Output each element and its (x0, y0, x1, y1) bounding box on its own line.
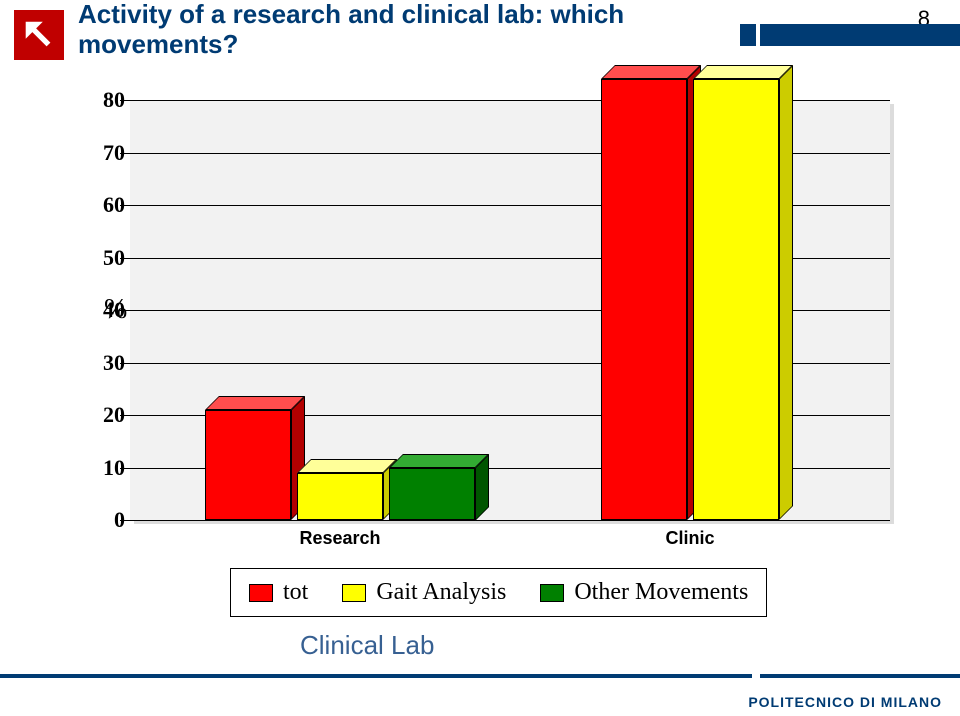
ytick-label: 50 (75, 245, 125, 271)
ytick-mark (120, 153, 130, 154)
legend: tot Gait Analysis Other Movements (230, 568, 767, 617)
bar (693, 65, 793, 520)
bar (297, 459, 397, 520)
ytick-label: 70 (75, 140, 125, 166)
ytick-mark (120, 520, 130, 521)
ytick-label: 60 (75, 192, 125, 218)
bar (389, 454, 489, 521)
legend-swatch (342, 584, 366, 602)
ytick-mark (120, 415, 130, 416)
footer-bar (0, 674, 960, 678)
footer-logo: POLITECNICO DI MILANO (748, 694, 942, 710)
ytick-label: 10 (75, 455, 125, 481)
legend-item: tot (249, 579, 308, 606)
legend-item: Other Movements (540, 579, 748, 606)
ytick-mark (120, 205, 130, 206)
x-axis-label: Clinic (630, 528, 750, 549)
slide-title: Activity of a research and clinical lab:… (78, 0, 624, 60)
plot-area (130, 100, 890, 520)
title-line-2: movements? (78, 29, 238, 59)
bar (601, 65, 701, 520)
ytick-mark (120, 363, 130, 364)
legend-swatch (540, 584, 564, 602)
legend-item: Gait Analysis (342, 579, 506, 606)
ytick-label: 0 (75, 507, 125, 533)
ytick-label: 20 (75, 402, 125, 428)
legend-swatch (249, 584, 273, 602)
bar (205, 396, 305, 520)
arrow-icon (14, 10, 64, 60)
ytick-label: 30 (75, 350, 125, 376)
legend-label: Gait Analysis (376, 579, 506, 606)
header-stripe (740, 24, 960, 46)
ytick-label: 80 (75, 87, 125, 113)
title-line-1: Activity of a research and clinical lab:… (78, 0, 624, 29)
ytick-mark (120, 468, 130, 469)
x-axis-label: Research (280, 528, 400, 549)
ytick-mark (120, 258, 130, 259)
ytick-mark (120, 100, 130, 101)
gridline (130, 520, 890, 521)
legend-label: Other Movements (574, 579, 748, 606)
legend-label: tot (283, 579, 308, 606)
bar-chart: 01020304050607080 % ResearchClinic (60, 100, 900, 540)
caption: Clinical Lab (300, 630, 434, 661)
percent-label: % (104, 294, 127, 326)
